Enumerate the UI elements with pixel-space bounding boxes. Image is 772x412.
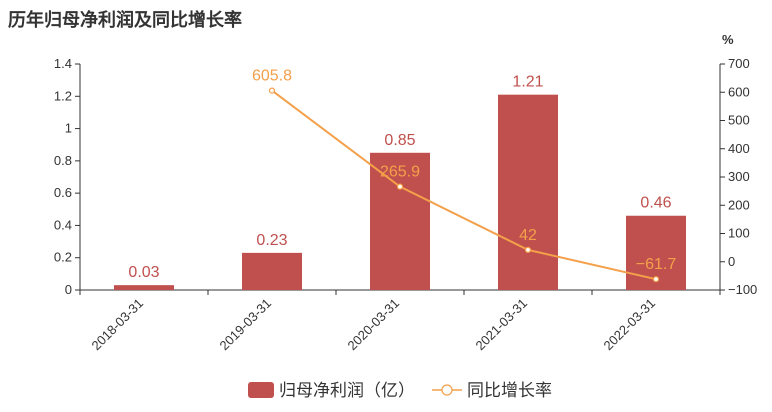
line-data-label: 42 xyxy=(519,227,537,244)
left-tick-label: 0 xyxy=(65,282,72,297)
line-data-label: 605.8 xyxy=(252,68,292,85)
line-data-label: −61.7 xyxy=(636,256,677,273)
right-axis-unit: % xyxy=(722,32,734,47)
left-tick-label: 1.4 xyxy=(54,56,72,71)
right-tick-label: 0 xyxy=(728,254,735,269)
bar-data-label: 0.85 xyxy=(384,132,415,149)
line-data-label: 265.9 xyxy=(380,164,420,181)
x-tick-label: 2020-03-31 xyxy=(344,296,402,354)
right-tick-label: 600 xyxy=(728,84,750,99)
right-tick-label: 700 xyxy=(728,56,750,71)
legend-bar-label: 归母净利润（亿） xyxy=(279,381,415,401)
left-tick-label: 1 xyxy=(65,121,72,136)
right-tick-label: 200 xyxy=(728,197,750,212)
right-tick-label: 100 xyxy=(728,226,750,241)
left-tick-label: 0.6 xyxy=(54,185,72,200)
x-tick-label: 2021-03-31 xyxy=(472,296,530,354)
chart-title: 历年归母净利润及同比增长率 xyxy=(8,10,242,31)
legend-line-label: 同比增长率 xyxy=(467,381,552,401)
bar-data-label: 0.46 xyxy=(640,195,671,212)
left-tick-label: 0.2 xyxy=(54,250,72,265)
right-tick-label: 400 xyxy=(728,141,750,156)
line-point xyxy=(396,183,404,190)
bar-data-label: 1.21 xyxy=(512,74,543,91)
legend-line-marker xyxy=(441,384,453,396)
bar xyxy=(242,252,302,290)
line-point xyxy=(652,276,660,283)
bar xyxy=(498,94,558,291)
bar-data-label: 0.03 xyxy=(128,264,159,281)
x-tick-label: 2022-03-31 xyxy=(600,296,658,354)
bar-data-label: 0.23 xyxy=(256,232,287,249)
line-point xyxy=(268,87,276,94)
line-point xyxy=(524,246,532,253)
right-tick-label: 300 xyxy=(728,169,750,184)
left-tick-label: 1.2 xyxy=(54,88,72,103)
bar xyxy=(114,285,174,290)
growth-rate-line xyxy=(271,89,657,281)
legend-bar-swatch xyxy=(248,382,274,398)
x-tick-label: 2018-03-31 xyxy=(88,296,146,354)
bar xyxy=(370,152,430,290)
right-tick-label: 500 xyxy=(728,113,750,128)
right-tick-label: −100 xyxy=(728,282,757,297)
left-tick-label: 0.4 xyxy=(54,217,72,232)
x-tick-label: 2019-03-31 xyxy=(216,296,274,354)
left-tick-label: 0.8 xyxy=(54,153,72,168)
